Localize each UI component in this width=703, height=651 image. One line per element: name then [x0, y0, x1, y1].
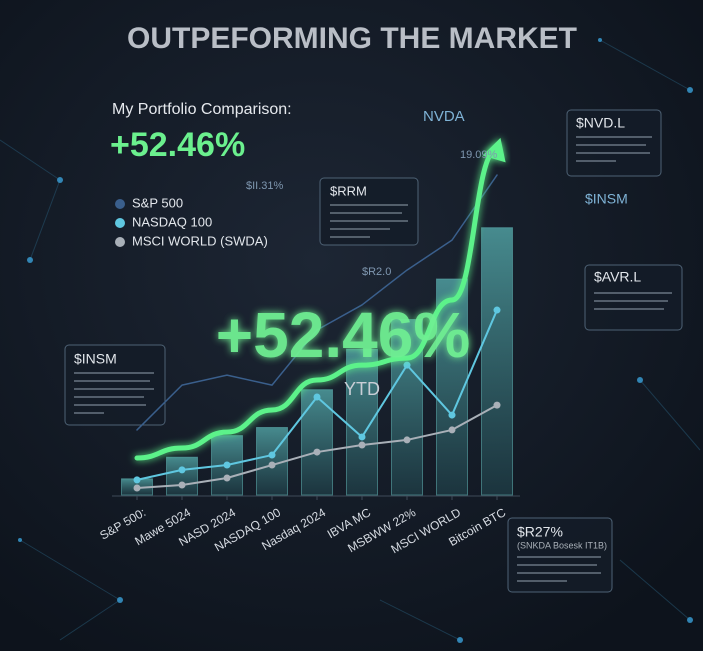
point: [313, 448, 321, 456]
point: [493, 306, 501, 314]
point: [403, 361, 411, 369]
bar: [346, 348, 378, 496]
annotation: $INSM: [74, 351, 117, 367]
point: [133, 484, 141, 492]
point: [223, 461, 231, 469]
headline: +52.46%: [110, 126, 245, 164]
legend-label: NASDAQ 100: [132, 214, 212, 229]
network-dots: [18, 38, 693, 643]
line-series: [134, 146, 500, 461]
annotation: $NVD.L: [576, 115, 625, 131]
point: [268, 451, 276, 459]
point: [313, 393, 321, 401]
bar: [391, 319, 423, 496]
legend-swatch: [115, 199, 125, 209]
legend-label: S&P 500: [132, 195, 183, 210]
network: [0, 39, 701, 641]
annotation: $RRM: [330, 183, 367, 198]
annotation: $II.31%: [246, 180, 284, 192]
chart-title: OUTPEFORMING THE MARKET: [127, 22, 577, 55]
bar: [481, 227, 513, 496]
point: [358, 433, 366, 441]
point: [133, 476, 141, 484]
annotation: NVDA: [423, 108, 465, 125]
big-value: +52.46%: [216, 299, 470, 371]
legend-label: MSCI WORLD (SWDA): [132, 233, 268, 248]
point: [268, 461, 276, 469]
annotation-text-lines: [74, 136, 672, 582]
point: [448, 411, 456, 419]
line-series: [136, 174, 498, 431]
annotation: 19.09%: [460, 149, 498, 161]
point: [358, 441, 366, 449]
subtitle: My Portfolio Comparison:: [112, 101, 292, 118]
annotation: $R2.0: [362, 266, 391, 278]
point: [178, 466, 186, 474]
bar: [166, 456, 198, 496]
annotation: $INSM: [585, 191, 628, 207]
annotation: (SNKDA Bosesk IT1B): [517, 540, 607, 550]
legend-swatch: [115, 237, 125, 247]
point: [403, 436, 411, 444]
point: [178, 481, 186, 489]
bar: [436, 278, 468, 496]
arrow-head: [482, 137, 506, 163]
annotation: $AVR.L: [594, 269, 641, 285]
annotation: $R27%: [517, 524, 563, 540]
point: [223, 474, 231, 482]
point: [448, 426, 456, 434]
big-value-note: YTD: [344, 379, 380, 399]
legend-swatch: [115, 218, 125, 228]
point: [493, 401, 501, 409]
